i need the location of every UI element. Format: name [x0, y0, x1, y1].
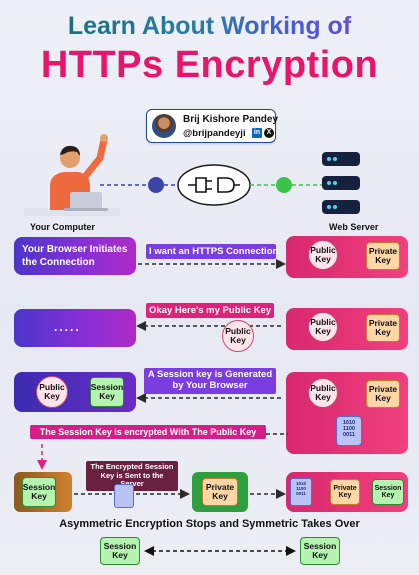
private-key-icon: Private Key	[202, 478, 238, 506]
plug-icon	[188, 177, 240, 193]
symmetric-arrow	[144, 546, 296, 556]
author-card: Brij Kishore Pandey @brijpandeyji in X	[146, 109, 279, 143]
web-server-label: Web Server	[329, 222, 379, 232]
browser-initiates-box: Your Browser Initiates the Connection	[14, 237, 136, 275]
linkedin-icon[interactable]: in	[252, 128, 262, 138]
browser-initiates-text: Your Browser Initiates the Connection	[22, 244, 128, 268]
avatar	[152, 114, 176, 138]
author-name: Brij Kishore Pandey	[183, 114, 279, 125]
server-keys-box-2: Public Key Private Key	[286, 308, 408, 350]
step4-arrow	[37, 433, 288, 470]
shield-bits-icon: 1010 1100 0011	[290, 478, 312, 506]
session-key-icon: Session Key	[90, 377, 124, 407]
person-at-computer-illustration	[24, 134, 120, 216]
your-computer-label: Your Computer	[30, 222, 95, 232]
step5-arrow	[74, 489, 190, 499]
server-icon	[322, 200, 360, 214]
step3-message: A Session key is Generated by Your Brows…	[144, 368, 276, 394]
browser-waiting-box: .....	[14, 309, 136, 347]
session-key-right: Session Key	[300, 537, 340, 565]
public-key-icon: Public Key	[36, 376, 68, 408]
session-key-left: Session Key	[100, 537, 140, 565]
public-key-in-transit: Public Key	[222, 320, 254, 352]
browser-session-box: Session Key	[14, 472, 72, 512]
connection-line	[100, 164, 325, 206]
author-handle: @brijpandeyji	[183, 128, 246, 139]
step3-arrow	[136, 393, 284, 403]
title-line-2: HTTPs Encryption	[40, 44, 379, 86]
server-icon	[322, 152, 360, 166]
step4-message: The Session Key is encrypted With The Pu…	[30, 425, 266, 439]
step2-message: Okay Here's my Public Key	[146, 303, 274, 318]
private-key-icon: Private Key	[330, 479, 360, 505]
shield-bits-icon	[114, 484, 134, 508]
public-key-icon: Public Key	[308, 378, 338, 408]
server-result-box: 1010 1100 0011 Private Key Session Key	[286, 472, 408, 512]
shield-bits-icon: 1010 1100 0011	[336, 416, 362, 446]
public-key-icon: Public Key	[308, 240, 338, 270]
server-private-key-box: Private Key	[192, 472, 248, 512]
browser-keys-box: Public Key Session Key	[14, 372, 136, 412]
x-icon[interactable]: X	[264, 128, 274, 138]
server-keys-box-1: Public Key Private Key	[286, 236, 408, 278]
private-key-icon: Private Key	[366, 242, 400, 270]
session-key-icon: Session Key	[22, 477, 56, 507]
public-key-icon: Public Key	[308, 312, 338, 342]
server-icon	[322, 176, 360, 190]
step5-arrow-2	[250, 489, 286, 499]
step1-message: I want an HTTPS Connection	[146, 244, 278, 259]
step2-arrow	[136, 321, 284, 331]
footer-caption: Asymmetric Encryption Stops and Symmetri…	[59, 518, 360, 530]
private-key-icon: Private Key	[366, 314, 400, 342]
session-key-icon: Session Key	[372, 479, 404, 505]
step1-arrow	[138, 259, 286, 269]
private-key-icon: Private Key	[366, 380, 400, 408]
server-keys-box-3: Public Key Private Key 1010 1100 0011	[286, 372, 408, 454]
browser-waiting-dots: .....	[54, 320, 81, 334]
title-line-1: Learn About Working of	[0, 12, 419, 41]
